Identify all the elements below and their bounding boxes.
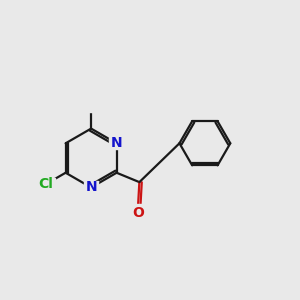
Text: N: N (111, 136, 122, 150)
Bar (131, 204, 146, 216)
Text: N: N (85, 181, 97, 194)
Text: Cl: Cl (38, 177, 53, 191)
Text: O: O (132, 206, 144, 220)
Bar (109, 137, 124, 149)
Bar (84, 182, 98, 194)
Bar (84, 103, 98, 112)
Bar (37, 178, 55, 190)
